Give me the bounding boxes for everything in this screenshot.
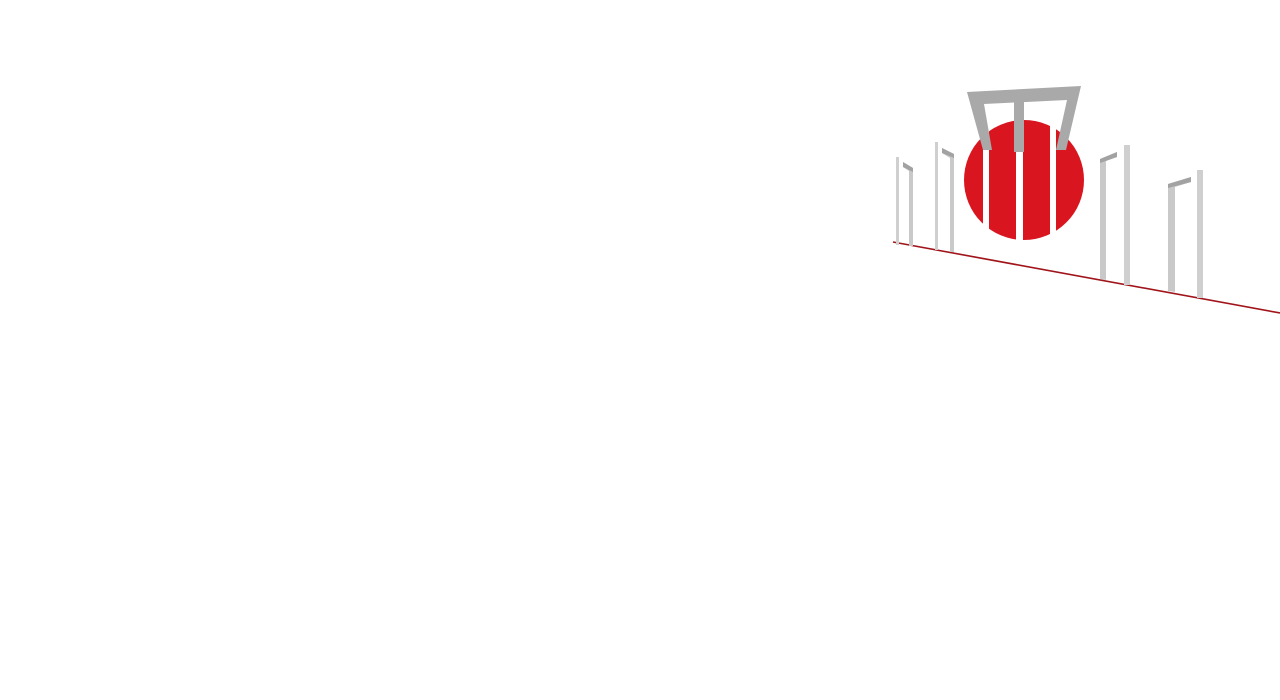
central-pillar-gaps — [983, 110, 1056, 250]
right-pillar-group-inner — [1100, 145, 1130, 285]
left-pillar-group-outer — [896, 157, 913, 246]
left-pillar-group-inner — [935, 142, 954, 252]
right-pillar-group-outer — [1168, 170, 1203, 298]
ground-slope-line — [892, 241, 1280, 314]
central-arch — [967, 86, 1081, 152]
